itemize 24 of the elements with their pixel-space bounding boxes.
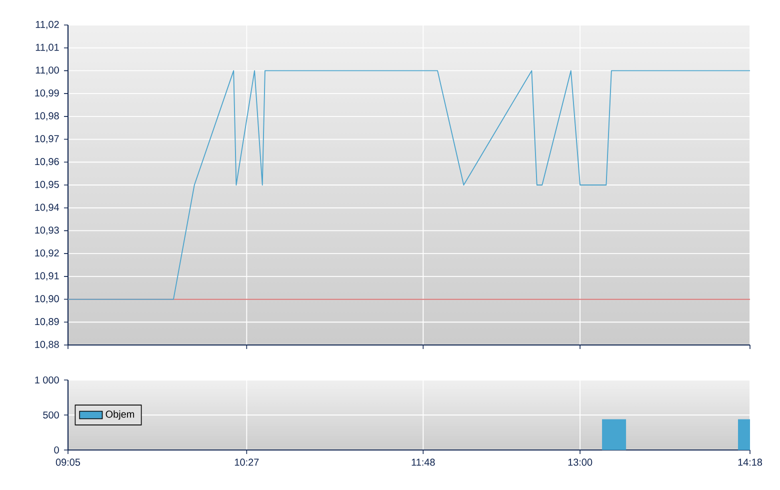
y-tick-label: 10,88	[35, 340, 59, 350]
y-tick-label: 500	[43, 411, 59, 419]
y-tick-label: 10,93	[35, 226, 59, 235]
y-tick-label: 10,96	[35, 158, 59, 166]
y-tick-label: 10,98	[35, 112, 59, 121]
x-tick-label: 13:00	[568, 458, 592, 466]
y-tick-label: 10,94	[35, 204, 60, 212]
y-tick-label: 0	[54, 446, 59, 454]
y-tick-label: 10,91	[35, 272, 59, 281]
x-tick-label: 14:18	[738, 458, 762, 466]
y-tick-label: 11,02	[36, 20, 59, 30]
y-tick-label: 10,89	[35, 318, 59, 326]
y-tick-label: 10,95	[35, 180, 59, 190]
y-tick-label: 10,99	[35, 89, 59, 98]
y-tick-label: 11,00	[36, 66, 59, 75]
y-tick-label: 10,90	[35, 295, 59, 304]
legend-label: Objem	[106, 410, 134, 420]
y-tick-label: 10,97	[35, 135, 59, 144]
x-tick-label: 09:05	[56, 458, 80, 466]
y-tick-label: 11,01	[36, 44, 59, 52]
y-tick-label: 1 000	[35, 376, 59, 384]
x-tick-label: 11:48	[412, 458, 435, 466]
y-tick-label: 10,92	[35, 249, 59, 258]
x-tick-label: 10:27	[234, 458, 259, 466]
